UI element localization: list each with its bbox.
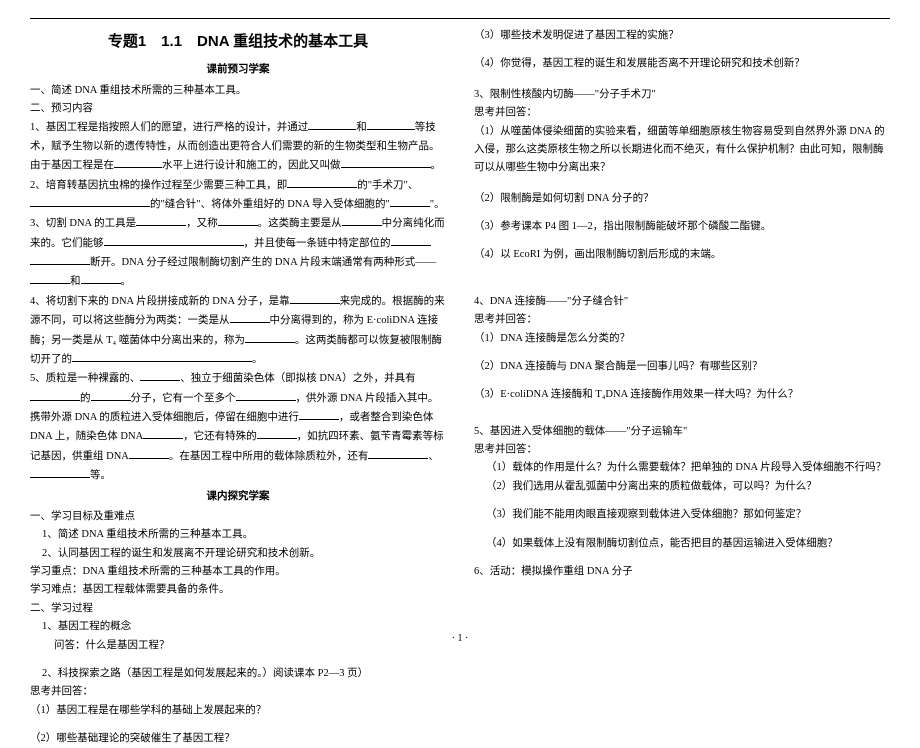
r3-p: （1）从噬菌体侵染细菌的实验来看，细菌等单细胞原核生物容易受到自然界外源 DNA… — [474, 123, 890, 178]
q3: （3）哪些技术发明促进了基因工程的实施？ — [474, 27, 890, 45]
section-1: 一、简述 DNA 重组技术所需的三种基本工具。 — [30, 82, 446, 100]
preview-heading: 课前预习学案 — [30, 61, 446, 79]
r5-4: （4）如果载体上没有限制酶切割位点，能否把目的基因运输进入受体细胞？ — [474, 535, 890, 553]
para-1: 1、基因工程是指按照人们的愿望，进行严格的设计，并通过和等技术，赋予生物以新的遗… — [30, 118, 446, 175]
r3-3: （3）参考课本 P4 图 1—2，指出限制酶能破坏那个磷酸二酯键。 — [474, 218, 890, 236]
r5-3: （3）我们能不能用肉眼直接观察到载体进入受体细胞？那如何鉴定？ — [474, 506, 890, 524]
r3-2: （2）限制酶是如何切割 DNA 分子的？ — [474, 190, 890, 208]
r3-4: （4）以 EcoRI 为例，画出限制酶切割后形成的末端。 — [474, 246, 890, 264]
m1-1: 1、简述 DNA 重组技术所需的三种基本工具。 — [30, 526, 446, 544]
r5-1: （1）载体的作用是什么？为什么需要载体？把单独的 DNA 片段导入受体细胞不行吗… — [474, 459, 890, 477]
m2-2: 2、科技探索之路（基因工程是如何发展起来的。）阅读课本 P2—3 页） — [30, 665, 446, 683]
q1: （1）基因工程是在哪些学科的基础上发展起来的？ — [30, 702, 446, 720]
r4-title: 4、DNA 连接酶——"分子缝合针" — [474, 293, 890, 311]
q4: （4）你觉得，基因工程的诞生和发展能否离不开理论研究和技术创新？ — [474, 55, 890, 73]
para-3: 3、切割 DNA 的工具是，又称。这类酶主要是从中分离纯化而来的。它们能够，并且… — [30, 214, 446, 292]
think-2: 思考并回答： — [474, 104, 890, 122]
page-number: · 1 · — [0, 633, 920, 644]
para-5: 5、质粒是一种裸露的、、独立于细菌染色体（即拟核 DNA）之外，并具有的分子，它… — [30, 369, 446, 485]
doc-title: 专题1 1.1 DNA 重组技术的基本工具 — [30, 29, 446, 55]
para-4: 4、将切割下来的 DNA 片段拼接成新的 DNA 分子，是靠来完成的。根据酶的来… — [30, 292, 446, 370]
section-2: 二、预习内容 — [30, 100, 446, 118]
r3-title: 3、限制性核酸内切酶——"分子手术刀" — [474, 86, 890, 104]
r4-2: （2）DNA 连接酶与 DNA 聚合酶是一回事儿吗？有哪些区别？ — [474, 358, 890, 376]
para-2: 2、培育转基因抗虫棉的操作过程至少需要三种工具，即的"手术刀"、的"缝合针"、将… — [30, 176, 446, 215]
m1-2: 2、认同基因工程的诞生和发展离不开理论研究和技术创新。 — [30, 545, 446, 563]
r4-1: （1）DNA 连接酶是怎么分类的？ — [474, 330, 890, 348]
r6: 6、活动：模拟操作重组 DNA 分子 — [474, 563, 890, 581]
difficult: 学习难点：基因工程载体需要具备的条件。 — [30, 581, 446, 599]
inclass-heading: 课内探究学案 — [30, 488, 446, 506]
q2: （2）哪些基础理论的突破催生了基因工程？ — [30, 730, 446, 748]
r5-2: （2）我们选用从霍乱弧菌中分离出来的质粒做载体，可以吗？为什么？ — [474, 478, 890, 496]
think-1: 思考并回答： — [30, 683, 446, 701]
focus: 学习重点：DNA 重组技术所需的三种基本工具的作用。 — [30, 563, 446, 581]
m2: 二、学习过程 — [30, 600, 446, 618]
m1: 一、学习目标及重难点 — [30, 508, 446, 526]
think-4: 思考并回答： — [474, 441, 890, 459]
think-3: 思考并回答： — [474, 311, 890, 329]
r4-3: （3）E·coliDNA 连接酶和 T₄DNA 连接酶作用效果一样大吗？为什么？ — [474, 386, 890, 404]
r5-title: 5、基因进入受体细胞的载体——"分子运输车" — [474, 423, 890, 441]
